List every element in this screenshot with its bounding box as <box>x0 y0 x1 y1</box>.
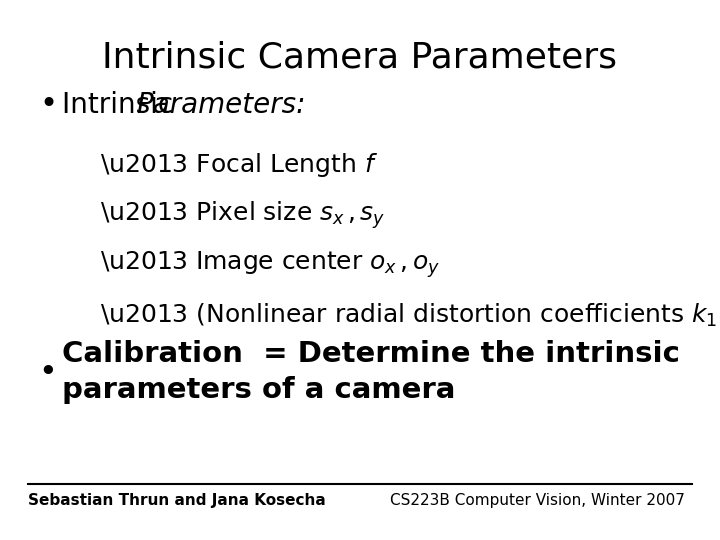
Text: Intrinsic: Intrinsic <box>62 91 182 119</box>
Text: CS223B Computer Vision, Winter 2007: CS223B Computer Vision, Winter 2007 <box>390 492 685 508</box>
Text: •: • <box>39 91 57 119</box>
Text: \u2013 Pixel size $s_x\,\mathregular{,}\,s_y$: \u2013 Pixel size $s_x\,\mathregular{,}\… <box>100 199 385 231</box>
Text: \u2013 Image center $o_x\,\mathregular{,}\,o_y$: \u2013 Image center $o_x\,\mathregular{,… <box>100 249 440 280</box>
Text: Calibration  = Determine the intrinsic
parameters of a camera: Calibration = Determine the intrinsic pa… <box>62 340 680 404</box>
Text: Parameters:: Parameters: <box>136 91 305 119</box>
Text: \u2013 (Nonlinear radial distortion coefficients $k_1\,\mathregular{,}\,k_2\ldot: \u2013 (Nonlinear radial distortion coef… <box>100 301 720 329</box>
Text: Sebastian Thrun and Jana Kosecha: Sebastian Thrun and Jana Kosecha <box>28 492 325 508</box>
Text: •: • <box>39 356 58 388</box>
Text: Intrinsic Camera Parameters: Intrinsic Camera Parameters <box>102 40 618 74</box>
Text: \u2013 Focal Length $f$: \u2013 Focal Length $f$ <box>100 151 378 179</box>
